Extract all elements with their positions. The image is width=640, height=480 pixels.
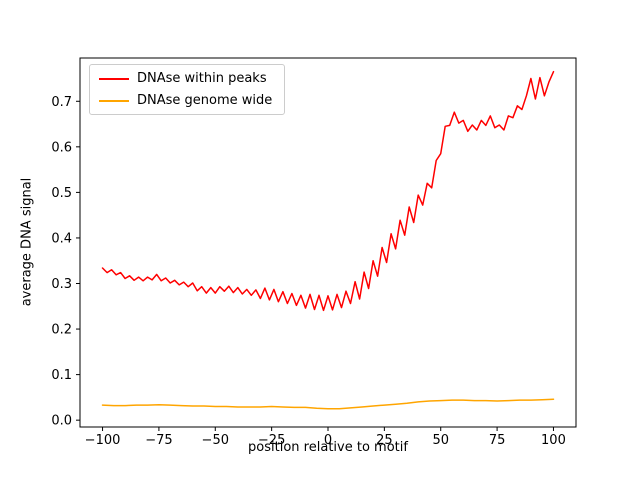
svg-text:−75: −75 (145, 433, 172, 448)
svg-text:75: 75 (489, 433, 506, 448)
svg-text:0.7: 0.7 (51, 95, 72, 110)
x-axis-label: position relative to motif (248, 440, 408, 455)
svg-text:−100: −100 (85, 433, 121, 448)
legend-item-dnase-within-peaks: DNAse within peaks (99, 71, 272, 86)
svg-text:0.1: 0.1 (51, 368, 72, 383)
red-line-sample-icon (99, 77, 129, 80)
legend-item-dnase-genome-wide: DNAse genome wide (99, 93, 272, 108)
legend-label-dnase-genome-wide: DNAse genome wide (137, 93, 273, 108)
svg-text:0.5: 0.5 (51, 186, 72, 201)
svg-text:100: 100 (541, 433, 566, 448)
svg-text:0.3: 0.3 (51, 277, 72, 292)
svg-text:0.0: 0.0 (51, 414, 72, 429)
svg-text:25: 25 (376, 433, 393, 448)
legend-label-dnase-within-peaks: DNAse within peaks (137, 71, 267, 86)
svg-text:−25: −25 (258, 433, 285, 448)
svg-text:0.4: 0.4 (51, 231, 72, 246)
svg-text:0: 0 (324, 433, 332, 448)
orange-line-sample-icon (99, 99, 129, 102)
svg-text:0.6: 0.6 (51, 140, 72, 155)
y-axis-label: average DNA signal (19, 177, 35, 307)
legend: DNAse within peaks DNAse genome wide (89, 64, 286, 115)
svg-text:50: 50 (432, 433, 449, 448)
svg-text:0.2: 0.2 (51, 323, 72, 338)
svg-text:−50: −50 (202, 433, 229, 448)
